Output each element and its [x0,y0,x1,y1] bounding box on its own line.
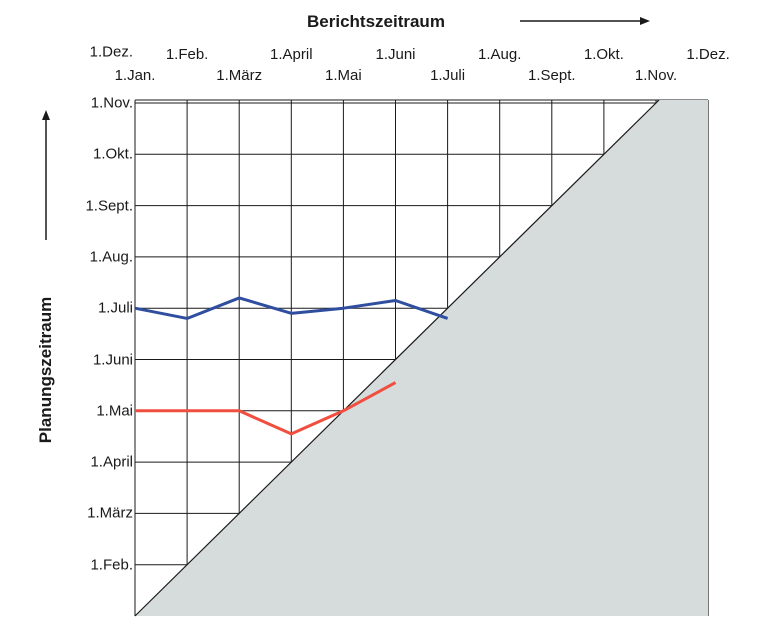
y-tick-label: 1.Juni [92,351,133,368]
y-tick-label: 1.Feb. [90,556,133,574]
x-tick-label: 1.Juli [430,67,466,84]
x-axis-arrowhead [640,17,650,25]
x-tick-label: 1.Jan. [114,67,156,84]
x-tick-label: 1.Okt. [583,46,624,63]
y-tick-label: 1.April [90,453,133,471]
x-tick-label: 1.Mai [325,67,362,84]
x-tick-label: 1.Feb. [165,46,209,63]
y-tick-label: 1.Sept. [85,197,133,215]
y-tick-label: 1.Nov. [90,94,133,112]
x-tick-label: 1.Sept. [528,67,576,84]
diagonal-line [134,99,660,617]
y-tick-label: 1.Dez. [89,43,133,61]
y-tick-label: 1.Okt. [92,145,133,163]
shaded-region [135,100,708,616]
y-tick-label: 1.Aug. [89,248,133,266]
x-tick-label: 1.April [270,46,313,63]
y-axis-arrowhead [42,110,50,120]
y-tick-label: 1.März [87,504,133,522]
x-axis-title: Berichtszeitraum [307,12,445,31]
x-tick-label: 1.Juni [375,46,416,63]
y-tick-label: 1.Juli [97,299,133,317]
x-tick-label: 1.Aug. [478,46,522,63]
series-line-2 [135,381,397,436]
y-tick-label: 1.Mai [96,402,133,420]
x-tick-label: 1.Nov. [634,67,678,84]
x-tick-label: 1.März [216,67,263,84]
series-line-1 [134,296,449,320]
x-tick-label: 1.Dez. [686,46,730,63]
